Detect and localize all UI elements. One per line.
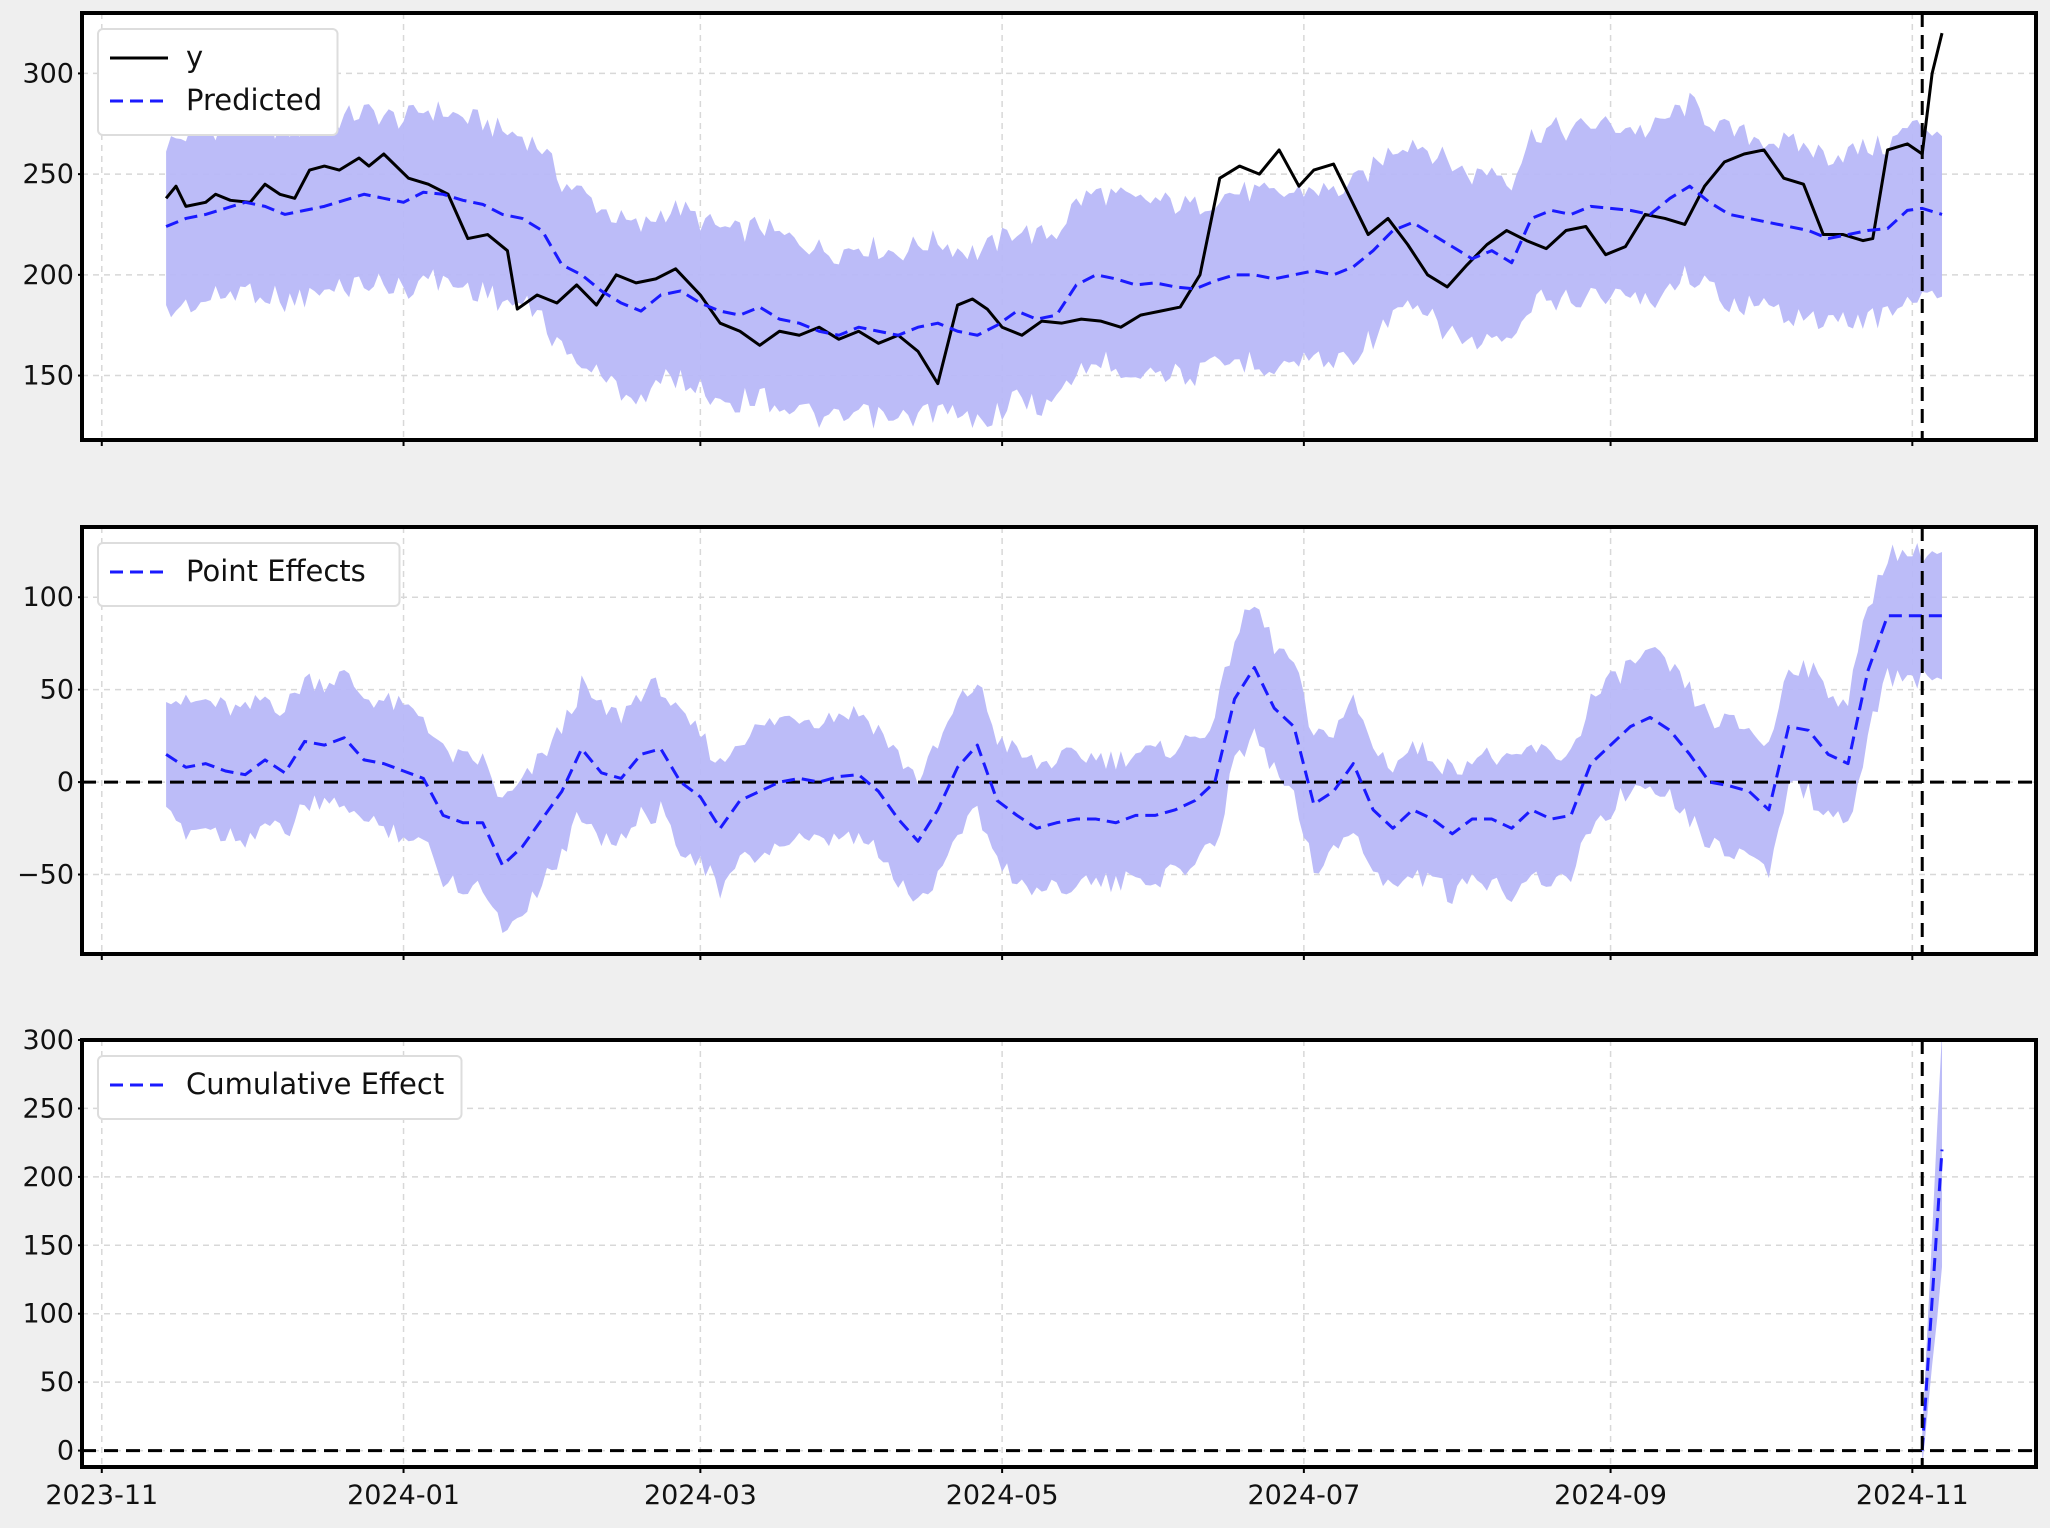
y-tick-label: 0 xyxy=(57,767,74,798)
y-tick-label: 200 xyxy=(22,260,74,291)
series-line-y xyxy=(164,32,1944,386)
x-tick-label: 2024-09 xyxy=(1554,1480,1667,1511)
y-tick-label: −50 xyxy=(17,860,74,891)
legend-label: Cumulative Effect xyxy=(186,1067,444,1101)
series-line-point-effects xyxy=(165,614,1943,867)
panel-1: 150 200 250 300 y Predicted xyxy=(22,11,2038,446)
y-tick-label: 50 xyxy=(40,675,74,706)
legend-box xyxy=(97,1055,463,1120)
plot-content xyxy=(82,542,2036,934)
confidence-band xyxy=(166,542,1943,934)
y-tick-label: 150 xyxy=(22,1230,74,1261)
plot-frame xyxy=(80,11,2038,442)
plot-frame xyxy=(80,525,2038,956)
plot-frame xyxy=(80,1038,2038,1469)
legend-label: Point Effects xyxy=(186,554,366,588)
legend: Point Effects xyxy=(97,542,401,607)
y-tick-label: 250 xyxy=(22,159,74,190)
y-tick-label: 100 xyxy=(22,582,74,613)
x-tick-label: 2024-03 xyxy=(644,1480,757,1511)
confidence-band xyxy=(166,92,1943,429)
plot-content xyxy=(82,1040,2036,1467)
y-tick-label: 150 xyxy=(22,361,74,392)
legend: Cumulative Effect xyxy=(97,1055,463,1120)
plot-content xyxy=(164,32,1944,429)
legend: y Predicted xyxy=(97,28,339,136)
legend-box xyxy=(97,28,339,136)
y-tick-label: 300 xyxy=(22,1025,74,1056)
y-tick-label: 50 xyxy=(40,1367,74,1398)
panel-2: −50 0 50 100 Point Effects xyxy=(17,525,2038,960)
legend-label: y xyxy=(186,40,203,74)
x-tick-label: 2024-01 xyxy=(347,1480,460,1511)
x-tick-label: 2024-07 xyxy=(1247,1480,1360,1511)
legend-label: Predicted xyxy=(186,83,322,117)
series-line-cumulative-effect xyxy=(1920,1149,1944,1451)
series-line-predicted xyxy=(165,184,1943,337)
y-tick-label: 200 xyxy=(22,1162,74,1193)
x-tick-label: 2023-11 xyxy=(45,1480,158,1511)
y-tick-label: 100 xyxy=(22,1299,74,1330)
x-tick-label: 2024-11 xyxy=(1856,1480,1969,1511)
legend-box xyxy=(97,542,401,607)
x-tick-label: 2024-05 xyxy=(946,1480,1059,1511)
y-tick-label: 300 xyxy=(22,58,74,89)
y-tick-label: 0 xyxy=(57,1436,74,1467)
y-tick-label: 250 xyxy=(22,1093,74,1124)
panel-3: 0 50 100 150 200 250 300 Cumulative Effect xyxy=(22,1025,2038,1473)
